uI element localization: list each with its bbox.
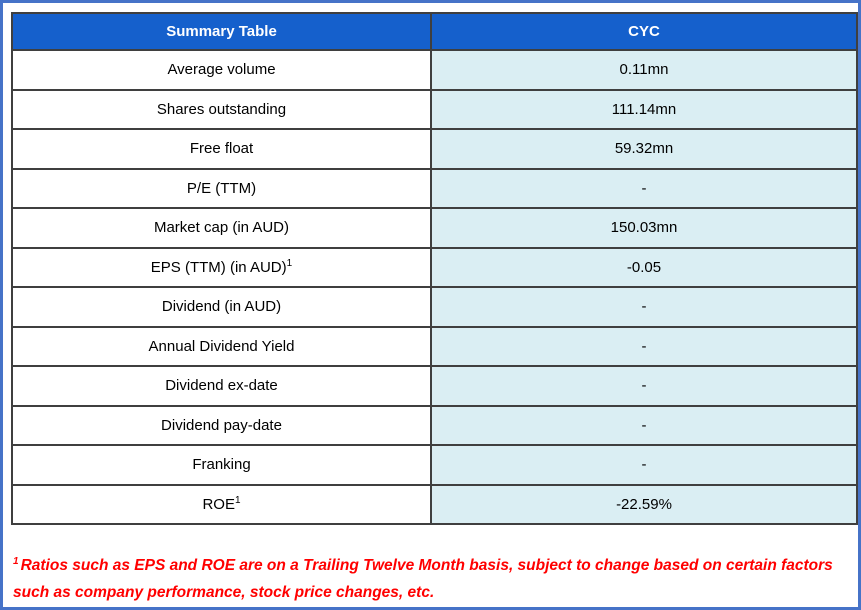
table-row: Dividend (in AUD) -	[11, 286, 858, 328]
table-row: Franking -	[11, 444, 858, 486]
footnote-superscript: 1	[13, 555, 19, 567]
header-cell-ticker: CYC	[430, 12, 858, 51]
footnote-marker: 1	[234, 494, 241, 506]
metric-label: ROE1	[11, 483, 432, 525]
metric-label: Dividend pay-date	[11, 404, 432, 446]
metric-label: Dividend (in AUD)	[11, 286, 432, 328]
footnote-text: Ratios such as EPS and ROE are on a Trai…	[13, 557, 833, 601]
metric-label: Average volume	[11, 49, 432, 91]
summary-table-container: Summary Table CYC Average volume 0.11mn …	[11, 12, 858, 525]
metric-label: Market cap (in AUD)	[11, 207, 432, 249]
metric-label: Franking	[11, 444, 432, 486]
metric-value: -22.59%	[430, 483, 858, 525]
footnote: 1 Ratios such as EPS and ROE are on a Tra…	[13, 553, 851, 606]
metric-value: -	[430, 286, 858, 328]
metric-label: Free float	[11, 128, 432, 170]
metric-value: -0.05	[430, 246, 858, 288]
table-row: P/E (TTM) -	[11, 167, 858, 209]
table-row: Free float 59.32mn	[11, 128, 858, 170]
metric-value: -	[430, 444, 858, 486]
metric-label: P/E (TTM)	[11, 167, 432, 209]
metric-value: -	[430, 325, 858, 367]
table-row: Shares outstanding 111.14mn	[11, 88, 858, 130]
metric-label: Dividend ex-date	[11, 365, 432, 407]
metric-value: 111.14mn	[430, 88, 858, 130]
table-row: Average volume 0.11mn	[11, 49, 858, 91]
metric-label: EPS (TTM) (in AUD)1	[11, 246, 432, 288]
table-row: Dividend pay-date -	[11, 404, 858, 446]
metric-value: -	[430, 365, 858, 407]
footnote-marker: 1	[286, 257, 293, 269]
metric-value: 150.03mn	[430, 207, 858, 249]
metric-value: -	[430, 167, 858, 209]
metric-label: Annual Dividend Yield	[11, 325, 432, 367]
summary-table: Summary Table CYC Average volume 0.11mn …	[11, 12, 858, 525]
table-row: EPS (TTM) (in AUD)1 -0.05	[11, 246, 858, 288]
metric-label: Shares outstanding	[11, 88, 432, 130]
metric-value: 59.32mn	[430, 128, 858, 170]
table-header-row: Summary Table CYC	[11, 12, 858, 51]
table-row: Market cap (in AUD) 150.03mn	[11, 207, 858, 249]
table-row: Dividend ex-date -	[11, 365, 858, 407]
metric-value: -	[430, 404, 858, 446]
metric-value: 0.11mn	[430, 49, 858, 91]
table-row: ROE1 -22.59%	[11, 483, 858, 525]
header-cell-summary-table: Summary Table	[11, 12, 432, 51]
table-row: Annual Dividend Yield -	[11, 325, 858, 367]
